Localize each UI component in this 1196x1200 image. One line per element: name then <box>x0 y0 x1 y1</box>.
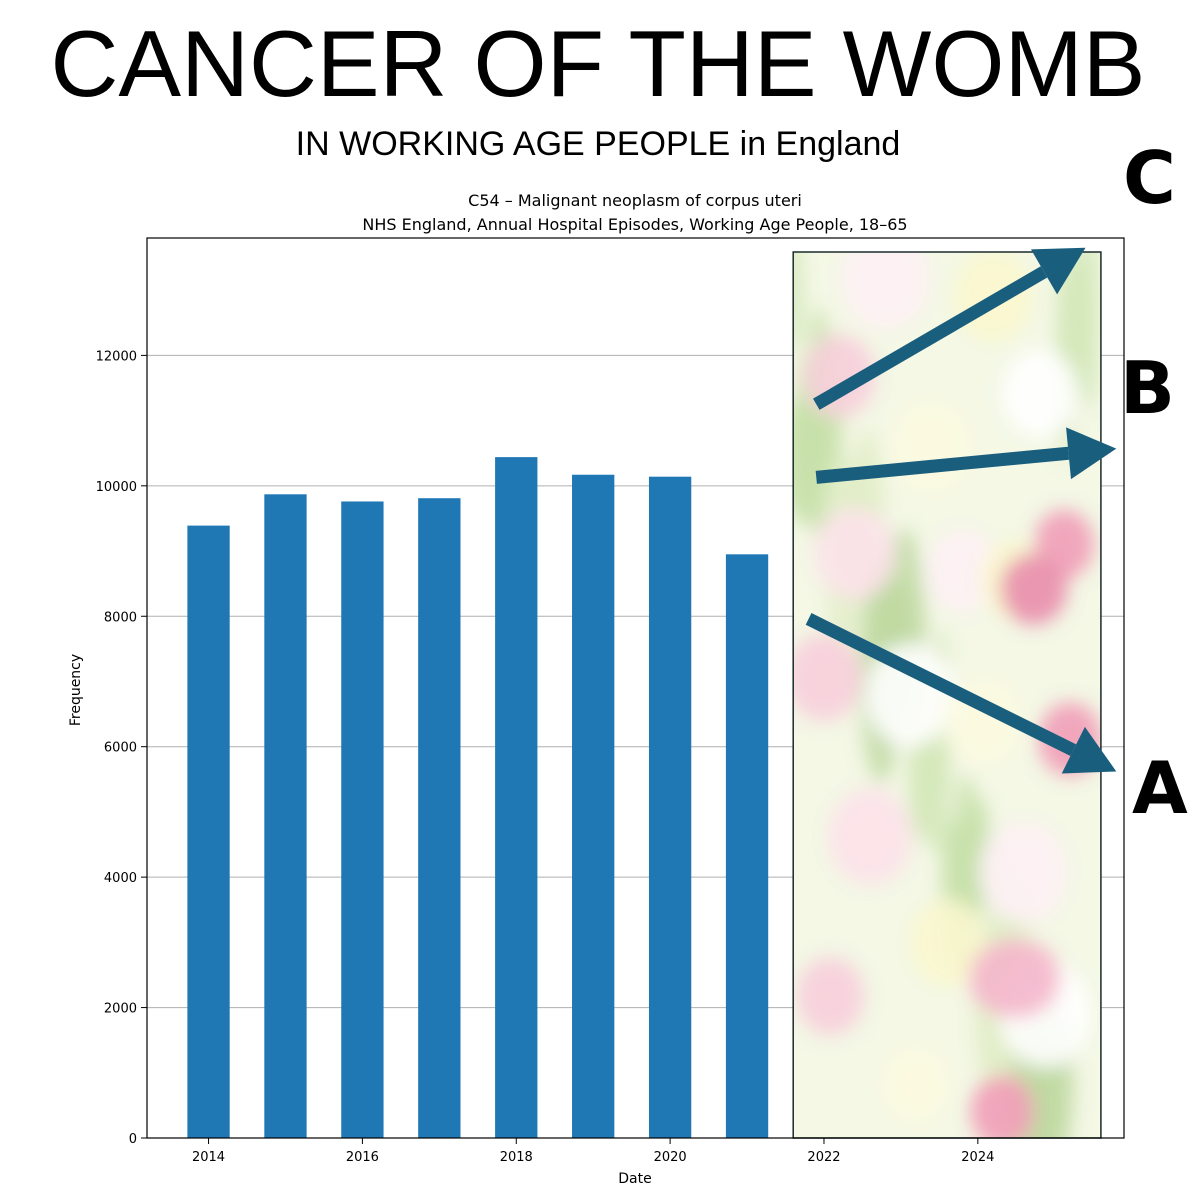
y-tick-label: 0 <box>129 1132 137 1147</box>
bar-2014 <box>187 525 230 1138</box>
plot-frame <box>146 237 1125 1139</box>
page-title: CANCER OF THE WOMB <box>50 11 1146 116</box>
arrow-label-b: B <box>1120 346 1175 430</box>
x-tick-label: 2016 <box>346 1150 379 1165</box>
arrow-b <box>815 427 1117 484</box>
y-tick-label: 2000 <box>104 1002 137 1017</box>
y-tick-label: 8000 <box>104 610 137 625</box>
bars <box>187 457 769 1139</box>
y-tick-label: 12000 <box>96 349 137 364</box>
bar-2018 <box>495 457 538 1138</box>
x-axis-label: Date <box>618 1171 651 1187</box>
bar-2021 <box>725 554 769 1138</box>
bar-2016 <box>341 501 384 1138</box>
tulip-field-photo <box>792 251 1102 1139</box>
bar-2017 <box>418 498 461 1138</box>
y-axis: 0 2000 4000 6000 8000 10000 12000 <box>96 349 147 1147</box>
bar-2019 <box>572 474 615 1138</box>
chart-title-line-1: C54 – Malignant neoplasm of corpus uteri <box>468 191 802 210</box>
trend-arrows <box>805 247 1117 774</box>
y-tick-label: 10000 <box>96 480 137 495</box>
page-subtitle: IN WORKING AGE PEOPLE in England <box>295 125 901 163</box>
x-tick-label: 2024 <box>961 1150 994 1165</box>
arrow-label-c: C <box>1123 136 1176 220</box>
x-tick-label: 2014 <box>192 1150 225 1165</box>
bar-2015 <box>264 494 307 1139</box>
bar-2020 <box>648 476 692 1138</box>
y-tick-label: 4000 <box>104 871 137 886</box>
x-tick-label: 2018 <box>500 1150 533 1165</box>
y-axis-label: Frequency <box>68 654 84 726</box>
y-tick-label: 6000 <box>104 741 137 756</box>
arrow-c <box>813 247 1086 410</box>
chart-title-line-2: NHS England, Annual Hospital Episodes, W… <box>362 215 907 234</box>
x-tick-label: 2020 <box>654 1150 687 1165</box>
x-tick-label: 2022 <box>807 1150 840 1165</box>
x-axis: 2014 2016 2018 2020 2022 2024 <box>192 1138 994 1165</box>
arrow-a <box>805 613 1117 774</box>
arrow-label-a: A <box>1132 746 1188 830</box>
